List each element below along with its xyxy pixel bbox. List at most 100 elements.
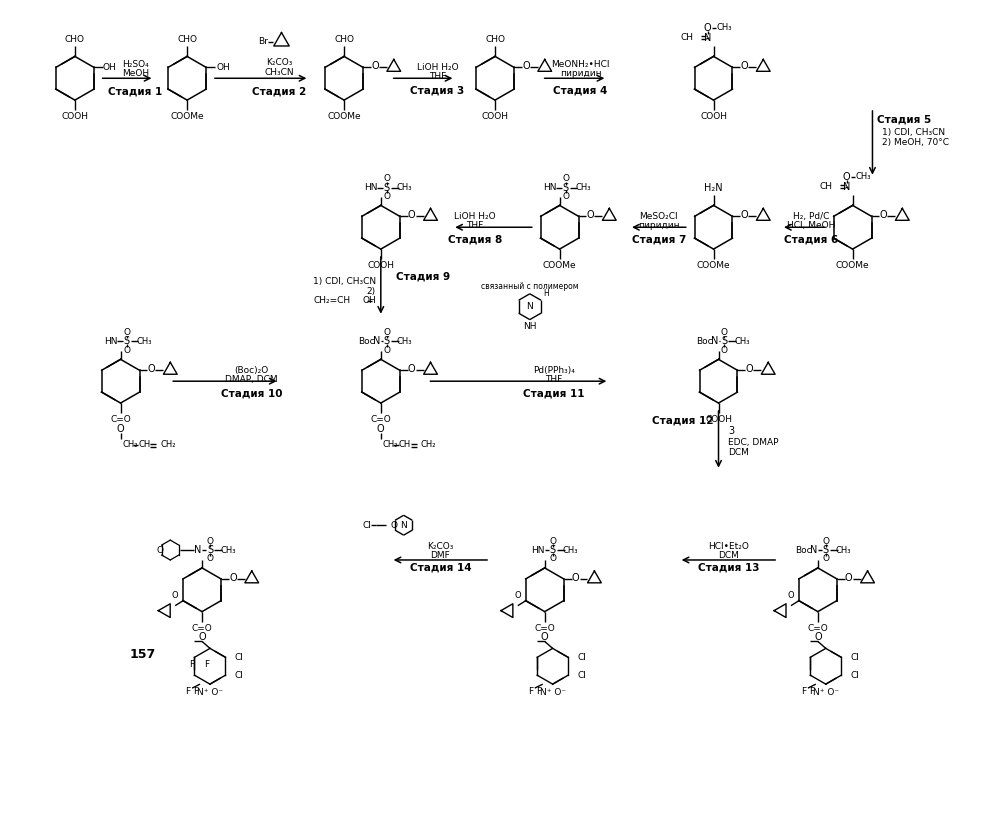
Text: CH₃CN: CH₃CN bbox=[265, 68, 294, 77]
Text: O: O bbox=[383, 328, 390, 337]
Text: HCl•Et₂O: HCl•Et₂O bbox=[708, 542, 749, 551]
Text: CH₃: CH₃ bbox=[576, 183, 591, 192]
Text: F: F bbox=[801, 686, 806, 695]
Text: CH: CH bbox=[681, 33, 694, 42]
Text: THF: THF bbox=[429, 71, 446, 80]
Text: N⁺ O⁻: N⁺ O⁻ bbox=[197, 687, 223, 696]
Text: CH₃: CH₃ bbox=[735, 337, 750, 346]
Text: EDC, DMAP: EDC, DMAP bbox=[728, 438, 779, 447]
Text: O: O bbox=[541, 632, 549, 643]
Text: F: F bbox=[186, 686, 191, 695]
Text: CH₃: CH₃ bbox=[220, 545, 236, 554]
Text: Стадия 5: Стадия 5 bbox=[877, 115, 932, 125]
Text: N: N bbox=[194, 545, 202, 555]
Text: O: O bbox=[741, 210, 748, 220]
Text: H: H bbox=[543, 289, 549, 298]
Text: CH₃: CH₃ bbox=[397, 183, 412, 192]
Text: O: O bbox=[148, 365, 155, 374]
Text: Cl: Cl bbox=[850, 653, 859, 662]
Text: S: S bbox=[384, 182, 390, 192]
Text: O: O bbox=[845, 573, 852, 583]
Text: 2): 2) bbox=[367, 287, 376, 296]
Text: MeOH: MeOH bbox=[122, 69, 149, 78]
Text: Cl: Cl bbox=[234, 653, 243, 662]
Text: OH: OH bbox=[362, 296, 376, 305]
Text: Boc: Boc bbox=[796, 545, 812, 554]
Text: S: S bbox=[721, 337, 728, 346]
Text: O: O bbox=[206, 537, 213, 546]
Text: S: S bbox=[207, 545, 213, 555]
Text: Стадия 12: Стадия 12 bbox=[652, 416, 714, 426]
Text: Boc: Boc bbox=[359, 337, 375, 346]
Text: CH₂=CH: CH₂=CH bbox=[314, 296, 351, 305]
Text: N⁺ O⁻: N⁺ O⁻ bbox=[540, 687, 566, 696]
Text: Стадия 1: Стадия 1 bbox=[108, 86, 163, 96]
Text: O: O bbox=[229, 573, 237, 583]
Text: DCM: DCM bbox=[728, 448, 749, 457]
Text: Стадия 4: Стадия 4 bbox=[553, 85, 608, 95]
Text: O: O bbox=[206, 554, 213, 563]
Text: O: O bbox=[371, 62, 379, 71]
Text: K₂CO₃: K₂CO₃ bbox=[427, 542, 454, 551]
Text: O: O bbox=[822, 537, 829, 546]
Text: CHO: CHO bbox=[334, 35, 354, 44]
Text: N: N bbox=[843, 181, 850, 191]
Text: CH₃: CH₃ bbox=[717, 23, 732, 32]
Text: 2) MeOH, 70°C: 2) MeOH, 70°C bbox=[882, 138, 949, 147]
Text: S: S bbox=[550, 545, 556, 555]
Text: C=O: C=O bbox=[110, 415, 131, 424]
Text: F: F bbox=[190, 660, 195, 669]
Text: O: O bbox=[377, 424, 385, 433]
Text: C=O: C=O bbox=[807, 624, 828, 633]
Text: O: O bbox=[814, 632, 822, 643]
Text: O: O bbox=[522, 62, 530, 71]
Text: O: O bbox=[562, 174, 569, 183]
Text: пиридин: пиридин bbox=[638, 221, 680, 230]
Text: O: O bbox=[788, 591, 794, 600]
Text: O: O bbox=[549, 537, 556, 546]
Text: CH₂: CH₂ bbox=[123, 440, 138, 449]
Text: O: O bbox=[390, 521, 397, 530]
Text: F: F bbox=[204, 660, 210, 669]
Text: DMAP, DCM: DMAP, DCM bbox=[225, 374, 278, 383]
Text: N: N bbox=[810, 545, 818, 555]
Text: Стадия 7: Стадия 7 bbox=[632, 234, 686, 244]
Text: F: F bbox=[809, 686, 814, 695]
Text: COOMe: COOMe bbox=[543, 261, 576, 270]
Text: CH₃: CH₃ bbox=[836, 545, 851, 554]
Text: CH₃: CH₃ bbox=[397, 337, 412, 346]
Text: CH₃: CH₃ bbox=[856, 172, 871, 181]
Text: O: O bbox=[123, 346, 130, 355]
Text: Br: Br bbox=[258, 37, 268, 46]
Text: CH₃: CH₃ bbox=[137, 337, 152, 346]
Text: 1) CDI, CH₃CN: 1) CDI, CH₃CN bbox=[313, 277, 376, 287]
Text: COOMe: COOMe bbox=[697, 261, 730, 270]
Text: CH: CH bbox=[138, 440, 151, 449]
Text: C=O: C=O bbox=[534, 624, 555, 633]
Text: Стадия 9: Стадия 9 bbox=[396, 272, 450, 282]
Text: связанный с полимером: связанный с полимером bbox=[481, 282, 579, 291]
Text: N: N bbox=[526, 302, 533, 311]
Text: N⁺ O⁻: N⁺ O⁻ bbox=[813, 687, 839, 696]
Text: S: S bbox=[384, 337, 390, 346]
Text: MeSO₂Cl: MeSO₂Cl bbox=[640, 212, 678, 221]
Text: CH: CH bbox=[399, 440, 411, 449]
Text: O: O bbox=[704, 23, 711, 33]
Text: O: O bbox=[549, 554, 556, 563]
Text: HN: HN bbox=[364, 183, 378, 192]
Text: 1) CDI, CH₃CN: 1) CDI, CH₃CN bbox=[882, 128, 946, 137]
Text: Стадия 13: Стадия 13 bbox=[698, 563, 759, 573]
Text: O: O bbox=[198, 632, 206, 643]
Text: N: N bbox=[704, 33, 711, 43]
Text: Стадия 11: Стадия 11 bbox=[523, 388, 584, 398]
Text: O: O bbox=[123, 328, 130, 337]
Text: Cl: Cl bbox=[850, 671, 859, 680]
Text: O: O bbox=[562, 192, 569, 201]
Text: K₂CO₃: K₂CO₃ bbox=[266, 57, 293, 67]
Text: S: S bbox=[562, 182, 569, 192]
Text: COOH: COOH bbox=[61, 112, 88, 122]
Text: THF: THF bbox=[545, 374, 562, 383]
Text: DCM: DCM bbox=[718, 551, 739, 560]
Text: O: O bbox=[843, 172, 850, 181]
Text: COOH: COOH bbox=[700, 112, 727, 122]
